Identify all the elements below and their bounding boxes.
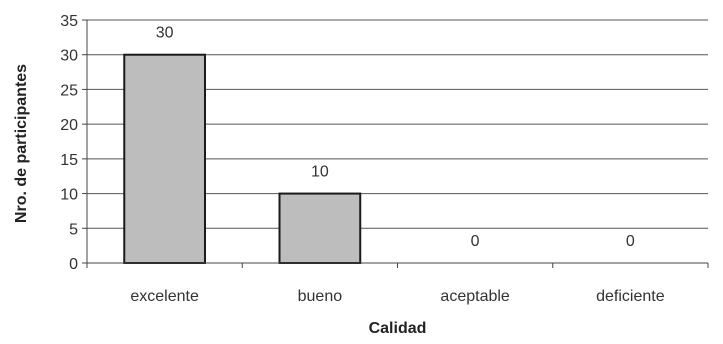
data-label-excelente: 30: [156, 25, 174, 42]
x-tick-label-aceptable: aceptable: [440, 288, 509, 305]
y-tick-labels: 0 5 10 15 20 25 30 35: [60, 13, 78, 273]
y-tick-label: 35: [60, 13, 78, 30]
y-tick-label: 10: [60, 187, 78, 204]
y-tick-label: 0: [69, 256, 78, 273]
data-label-deficiente: 0: [626, 233, 635, 250]
y-tick-label: 20: [60, 117, 78, 134]
y-tick-label: 30: [60, 48, 78, 65]
y-axis-title: Nro. de participantes: [13, 64, 30, 223]
y-tick-label: 5: [69, 221, 78, 238]
bar-bueno: [278, 192, 362, 264]
data-label-bueno: 10: [311, 164, 329, 181]
x-tick-labels: excelente bueno aceptable deficiente: [130, 288, 664, 305]
x-axis-title: Calidad: [369, 320, 427, 337]
y-tick-label: 25: [60, 82, 78, 99]
x-tick-label-bueno: bueno: [298, 288, 343, 305]
bar-excelente: [123, 53, 206, 265]
x-tick-label-deficiente: deficiente: [596, 288, 665, 305]
axes: [82, 19, 709, 268]
data-labels: 30 10 0 0: [156, 25, 635, 250]
data-label-aceptable: 0: [471, 233, 480, 250]
y-tick-label: 15: [60, 152, 78, 169]
x-tick-label-excelente: excelente: [130, 288, 199, 305]
